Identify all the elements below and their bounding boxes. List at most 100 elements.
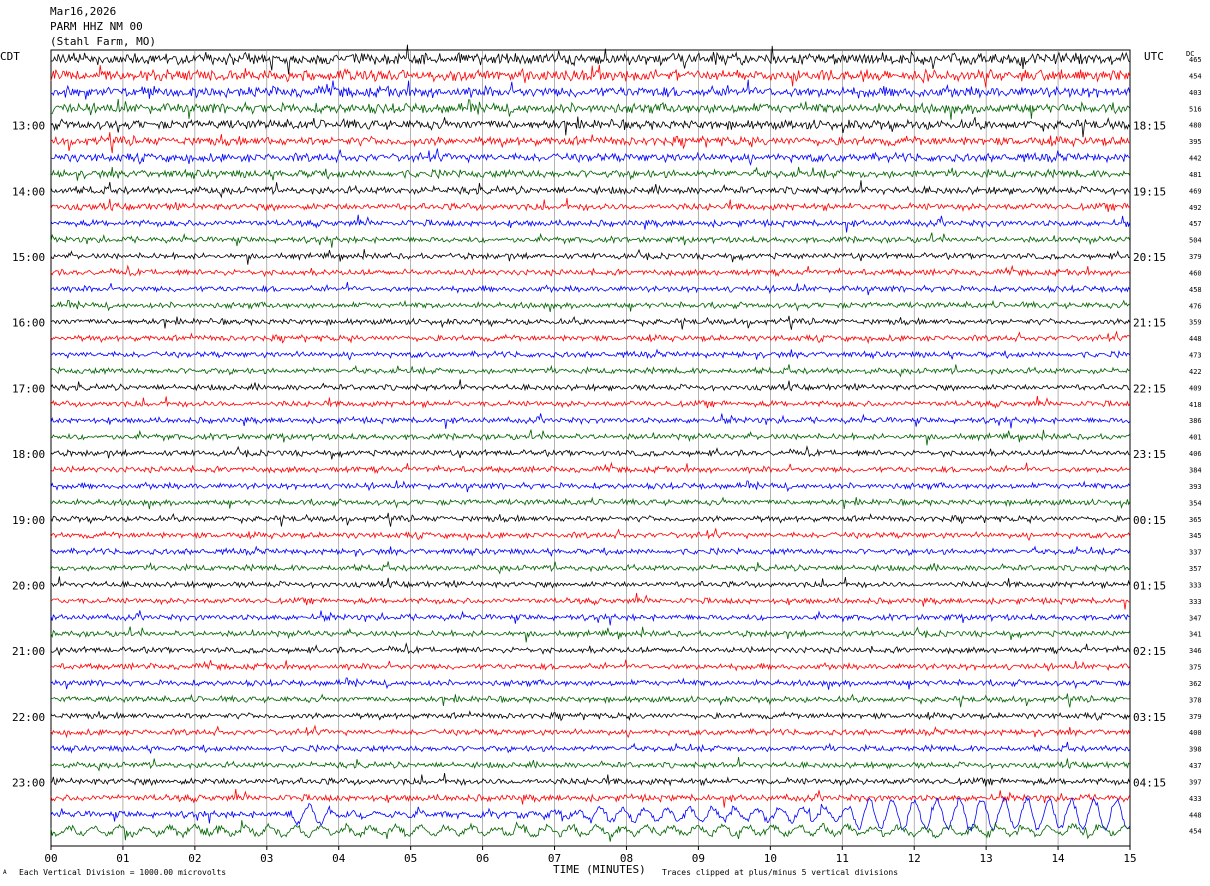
trace-29 — [50, 512, 1131, 527]
left-hour-label: 19:00 — [12, 514, 45, 527]
right-hour-label: 03:15 — [1133, 711, 1166, 724]
right-hour-label: 22:15 — [1133, 382, 1166, 395]
dc-offset-label: 393 — [1189, 483, 1202, 491]
dc-offset-label: 516 — [1189, 105, 1202, 113]
dc-offset-label: 504 — [1189, 237, 1202, 245]
dc-offset-label: 469 — [1189, 187, 1202, 195]
dc-offset-label: 480 — [1189, 122, 1202, 130]
trace-4 — [50, 99, 1131, 120]
trace-26 — [50, 461, 1131, 475]
trace-9 — [50, 180, 1131, 199]
trace-14 — [50, 264, 1131, 278]
dc-offset-label: 473 — [1189, 352, 1202, 360]
trace-19 — [50, 348, 1131, 361]
dc-offset-label: 379 — [1189, 253, 1202, 261]
trace-2 — [50, 64, 1131, 88]
dc-offset-label: 481 — [1189, 171, 1202, 179]
dc-offset-label: 418 — [1189, 401, 1202, 409]
x-tick-label: 10 — [764, 852, 777, 865]
trace-35 — [50, 610, 1130, 626]
trace-17 — [50, 315, 1131, 330]
left-hour-label: 22:00 — [12, 711, 45, 724]
x-tick-label: 01 — [116, 852, 129, 865]
right-hour-label: 02:15 — [1133, 645, 1166, 658]
dc-offset-label: 337 — [1189, 549, 1202, 557]
header-location: (Stahl Farm, MO) — [50, 35, 156, 48]
dc-offset-label: 386 — [1189, 417, 1202, 425]
dc-offset-label: 354 — [1189, 499, 1202, 507]
trace-37 — [50, 642, 1131, 656]
dc-offset-label: 341 — [1189, 631, 1202, 639]
x-tick-label: 15 — [1123, 852, 1136, 865]
right-hour-label: 19:15 — [1133, 185, 1166, 198]
trace-24 — [50, 429, 1131, 446]
scale-note: Each Vertical Division = 1000.00 microvo… — [19, 868, 227, 877]
trace-45 — [50, 773, 1131, 787]
x-tick-label: 12 — [908, 852, 921, 865]
trace-23 — [50, 413, 1131, 429]
trace-47 — [50, 795, 1131, 833]
trace-10 — [50, 198, 1130, 212]
dc-header-label: DC — [1186, 50, 1195, 58]
dc-offset-label: 400 — [1189, 729, 1202, 737]
dc-offset-label: 403 — [1189, 89, 1202, 97]
left-hour-label: 16:00 — [12, 317, 45, 330]
trace-16 — [50, 299, 1131, 313]
trace-20 — [50, 364, 1130, 378]
right-timezone-label: UTC — [1144, 50, 1164, 63]
dc-offset-label: 333 — [1189, 581, 1202, 589]
x-axis-title: TIME (MINUTES) — [553, 863, 646, 876]
trace-33 — [50, 576, 1131, 590]
dc-offset-label: 379 — [1189, 713, 1202, 721]
header-date: Mar16,2026 — [50, 5, 117, 18]
left-hour-label: 23:00 — [12, 776, 45, 789]
trace-21 — [50, 379, 1130, 392]
right-hour-label: 21:15 — [1133, 317, 1166, 330]
trace-34 — [50, 592, 1130, 610]
left-hour-label: 21:00 — [12, 645, 45, 658]
dc-offset-label: 442 — [1189, 155, 1202, 163]
x-tick-label: 11 — [836, 852, 849, 865]
right-hour-label: 20:15 — [1133, 251, 1166, 264]
x-tick-label: 14 — [1051, 852, 1065, 865]
trace-30 — [50, 527, 1131, 542]
right-hour-label: 04:15 — [1133, 776, 1166, 789]
dc-offset-label: 492 — [1189, 204, 1202, 212]
left-hour-label: 20:00 — [12, 579, 45, 592]
dc-offset-label: 437 — [1189, 762, 1202, 770]
clip-note: Traces clipped at plus/minus 5 vertical … — [662, 868, 899, 877]
dc-offset-label: 422 — [1189, 368, 1202, 376]
dc-offset-label: 362 — [1189, 680, 1202, 688]
x-tick-label: 13 — [980, 852, 993, 865]
trace-38 — [50, 659, 1131, 672]
trace-11 — [50, 214, 1131, 233]
trace-18 — [50, 330, 1131, 345]
trace-1 — [50, 44, 1131, 75]
corner-mark: A — [3, 869, 7, 876]
x-tick-label: 02 — [188, 852, 201, 865]
trace-5 — [50, 116, 1131, 138]
right-hour-label: 18:15 — [1133, 120, 1166, 133]
x-tick-label: 06 — [476, 852, 489, 865]
trace-6 — [50, 132, 1130, 154]
trace-39 — [50, 677, 1131, 690]
plot-frame — [50, 49, 1131, 847]
x-tick-label: 05 — [404, 852, 417, 865]
x-tick-label: 07 — [548, 852, 561, 865]
trace-12 — [50, 232, 1131, 248]
header-station: PARM HHZ NM 00 — [50, 20, 143, 33]
trace-7 — [50, 148, 1130, 166]
left-hour-label: 14:00 — [12, 185, 45, 198]
dc-offset-label: 460 — [1189, 269, 1202, 277]
x-tick-label: 04 — [332, 852, 346, 865]
right-hour-label: 23:15 — [1133, 448, 1166, 461]
dc-offset-label: 409 — [1189, 384, 1202, 392]
dc-offset-label: 378 — [1189, 696, 1202, 704]
trace-28 — [50, 496, 1131, 510]
dc-offset-label: 458 — [1189, 286, 1202, 294]
dc-offset-label: 465 — [1189, 56, 1202, 64]
trace-27 — [50, 480, 1131, 493]
dc-offset-label: 345 — [1189, 532, 1202, 540]
dc-offset-label: 359 — [1189, 319, 1202, 327]
